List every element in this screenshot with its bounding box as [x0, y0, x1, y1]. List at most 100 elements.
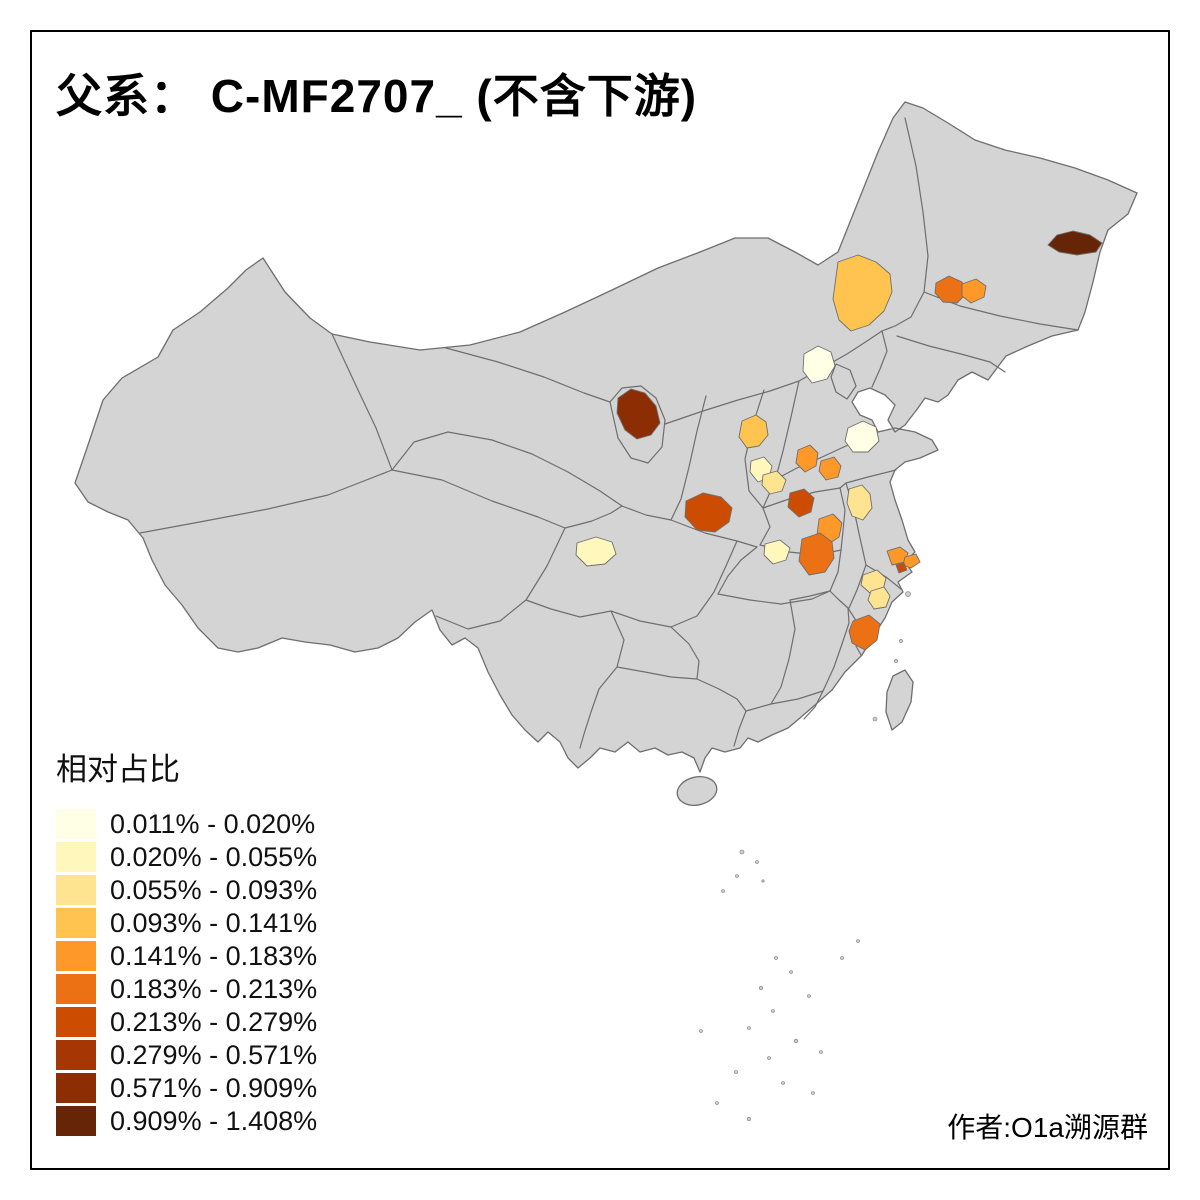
island-dot [761, 879, 765, 883]
island-dot [721, 889, 725, 893]
legend-row: 0.020% - 0.055% [56, 842, 317, 872]
legend-label: 0.213% - 0.279% [110, 1006, 318, 1037]
province-border [770, 599, 796, 705]
province-border [435, 527, 566, 630]
island-dot [758, 985, 764, 991]
province-border [839, 469, 897, 489]
province-border [609, 385, 666, 464]
legend-label: 0.183% - 0.213% [110, 973, 318, 1004]
legend-label: 0.141% - 0.183% [110, 940, 318, 971]
region-huaian [846, 484, 873, 521]
province-border [803, 690, 824, 720]
province-border [621, 505, 758, 548]
legend: 相对占比 0.011% - 0.020% 0.020% - 0.055% 0.0… [56, 744, 317, 1139]
legend-title: 相对占比 [56, 752, 180, 787]
legend-swatch [56, 842, 96, 872]
island-dot [894, 659, 898, 663]
island-dot [872, 716, 878, 722]
island-dot [746, 1116, 752, 1122]
region-yuncheng [761, 470, 787, 495]
legend-row: 0.279% - 0.571% [56, 1040, 317, 1070]
island-dot [699, 1029, 703, 1033]
province-border [717, 546, 758, 595]
region-xian [684, 492, 733, 533]
legend-row: 0.141% - 0.183% [56, 941, 317, 971]
province-border [822, 607, 850, 692]
province-border [579, 610, 625, 749]
province-border [616, 666, 698, 680]
island-dot [811, 1091, 815, 1095]
legend-label: 0.571% - 0.909% [110, 1072, 318, 1103]
legend-row: 0.011% - 0.020% [56, 809, 317, 839]
province-border [881, 117, 929, 332]
legend-label: 0.093% - 0.141% [110, 907, 318, 938]
region-luliang [738, 414, 769, 449]
province-border [829, 549, 842, 592]
legend-row: 0.055% - 0.093% [56, 875, 317, 905]
region-xiangyang [763, 539, 791, 565]
province-border [391, 469, 566, 529]
legend-swatch [56, 908, 96, 938]
province-border [331, 333, 393, 471]
page-title: 父系： C-MF2707_ (不含下游) [56, 70, 698, 122]
legend-swatch [56, 1106, 96, 1136]
legend-swatch [56, 875, 96, 905]
legend-swatch [56, 941, 96, 971]
province-border [564, 505, 623, 529]
region-jiaxing [895, 562, 908, 574]
region-jilin-city [961, 278, 987, 304]
region-wenzhou [848, 614, 881, 651]
island-dot [781, 1081, 785, 1085]
region-liaocheng [844, 420, 880, 453]
province-border [759, 507, 771, 546]
island-dot [819, 1050, 823, 1054]
mainland-outline [74, 101, 1138, 773]
province-border [839, 487, 846, 551]
legend-swatch [56, 1040, 96, 1070]
province-border [445, 347, 611, 403]
province-border [525, 599, 672, 628]
legend-label: 0.020% - 0.055% [110, 841, 318, 872]
legend-swatch [56, 809, 96, 839]
island-dot [793, 1038, 799, 1044]
region-shaoxing [867, 586, 891, 610]
legend-label: 0.909% - 1.408% [110, 1105, 318, 1136]
region-chengdu [575, 536, 617, 567]
province-border [744, 389, 765, 509]
island-dot [735, 874, 739, 878]
region-jiamusi-heilongjiang [1047, 230, 1103, 256]
region-hefei [798, 532, 835, 576]
region-xinxiang [795, 444, 819, 473]
island-dot [856, 939, 860, 943]
island-dot [771, 1009, 775, 1013]
sea-islands [699, 591, 911, 1122]
island-dot [774, 956, 778, 960]
island-dot [734, 1070, 738, 1074]
legend-swatch [56, 974, 96, 1004]
island-dot [755, 860, 759, 864]
legend-row: 0.571% - 0.909% [56, 1073, 317, 1103]
province-border [670, 540, 738, 628]
island-dot [840, 956, 844, 960]
legend-row: 0.213% - 0.279% [56, 1007, 317, 1037]
landmass-group [74, 101, 1138, 806]
island-dot [767, 1056, 771, 1060]
legend-row: 0.093% - 0.141% [56, 908, 317, 938]
island-dot [789, 970, 793, 974]
province-border [139, 469, 393, 534]
province-border [865, 564, 902, 590]
legend-label: 0.011% - 0.020% [110, 808, 316, 839]
region-ningxia-north [616, 388, 661, 440]
legend-swatch [56, 1073, 96, 1103]
legend-row: 0.909% - 1.408% [56, 1106, 317, 1136]
province-border [848, 564, 867, 609]
author-credit: 作者:O1a溯源群 [947, 1112, 1148, 1143]
province-border [670, 395, 707, 521]
province-border [896, 335, 1006, 373]
island-dot [739, 849, 745, 855]
province-border [696, 678, 747, 712]
region-zhengzhou [787, 488, 815, 518]
taiwan-island [885, 669, 914, 731]
